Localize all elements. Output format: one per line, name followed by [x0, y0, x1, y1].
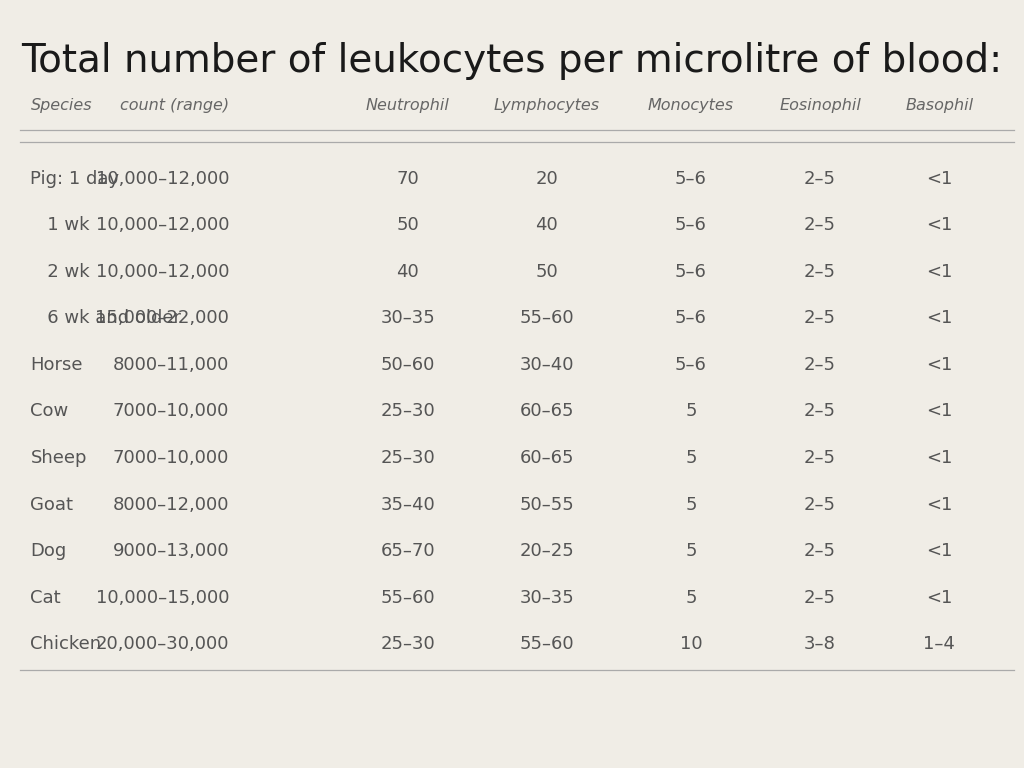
Text: <1: <1 [926, 217, 952, 234]
Text: 70: 70 [396, 170, 419, 188]
Text: <1: <1 [926, 495, 952, 514]
Text: 2–5: 2–5 [804, 263, 836, 281]
Text: 40: 40 [536, 217, 558, 234]
Text: Horse: Horse [31, 356, 83, 374]
Text: Eosinophil: Eosinophil [779, 98, 861, 113]
Text: 5–6: 5–6 [675, 263, 707, 281]
Text: 5: 5 [685, 495, 696, 514]
Text: <1: <1 [926, 356, 952, 374]
Text: Basophil: Basophil [905, 98, 974, 113]
Text: 20: 20 [536, 170, 558, 188]
Text: 7000–10,000: 7000–10,000 [113, 402, 229, 420]
Text: <1: <1 [926, 263, 952, 281]
Text: 30–35: 30–35 [519, 588, 574, 607]
Text: 2–5: 2–5 [804, 310, 836, 327]
Text: 5: 5 [685, 402, 696, 420]
Text: 2–5: 2–5 [804, 170, 836, 188]
Text: 5–6: 5–6 [675, 170, 707, 188]
Text: 20–25: 20–25 [519, 542, 574, 560]
Text: 10: 10 [680, 635, 702, 653]
Text: 3–8: 3–8 [804, 635, 836, 653]
Text: 2–5: 2–5 [804, 217, 836, 234]
Text: 5: 5 [685, 588, 696, 607]
Text: 5–6: 5–6 [675, 310, 707, 327]
Text: 60–65: 60–65 [519, 449, 574, 467]
Text: 6 wk and older: 6 wk and older [31, 310, 181, 327]
Text: 5–6: 5–6 [675, 217, 707, 234]
Text: 25–30: 25–30 [381, 449, 435, 467]
Text: 50–55: 50–55 [519, 495, 574, 514]
Text: 10,000–12,000: 10,000–12,000 [95, 217, 229, 234]
Text: Monocytes: Monocytes [648, 98, 734, 113]
Text: 55–60: 55–60 [519, 635, 574, 653]
Text: 2–5: 2–5 [804, 588, 836, 607]
Text: 5: 5 [685, 542, 696, 560]
Text: Dog: Dog [31, 542, 67, 560]
Text: 30–35: 30–35 [381, 310, 435, 327]
Text: 2–5: 2–5 [804, 356, 836, 374]
Text: Neutrophil: Neutrophil [366, 98, 450, 113]
Text: <1: <1 [926, 170, 952, 188]
Text: 50–60: 50–60 [381, 356, 435, 374]
Text: 10,000–12,000: 10,000–12,000 [95, 263, 229, 281]
Text: 5–6: 5–6 [675, 356, 707, 374]
Text: 15,000–22,000: 15,000–22,000 [95, 310, 229, 327]
Text: <1: <1 [926, 402, 952, 420]
Text: 5: 5 [685, 449, 696, 467]
Text: <1: <1 [926, 588, 952, 607]
Text: Total number of leukocytes per microlitre of blood:: Total number of leukocytes per microlitr… [22, 42, 1002, 80]
Text: 55–60: 55–60 [519, 310, 574, 327]
Text: 10,000–15,000: 10,000–15,000 [95, 588, 229, 607]
Text: 1–4: 1–4 [924, 635, 955, 653]
Text: 2–5: 2–5 [804, 542, 836, 560]
Text: Cat: Cat [31, 588, 61, 607]
Text: 10,000–12,000: 10,000–12,000 [95, 170, 229, 188]
Text: Sheep: Sheep [31, 449, 87, 467]
Text: 60–65: 60–65 [519, 402, 574, 420]
Text: 55–60: 55–60 [381, 588, 435, 607]
Text: 20,000–30,000: 20,000–30,000 [95, 635, 229, 653]
Text: Species: Species [31, 98, 92, 113]
Text: 50: 50 [396, 217, 419, 234]
Text: Pig: 1 day: Pig: 1 day [31, 170, 120, 188]
Text: <1: <1 [926, 310, 952, 327]
Text: Chicken: Chicken [31, 635, 101, 653]
Text: 50: 50 [536, 263, 558, 281]
Text: Lymphocytes: Lymphocytes [494, 98, 600, 113]
Text: count (range): count (range) [120, 98, 229, 113]
Text: 40: 40 [396, 263, 419, 281]
Text: 35–40: 35–40 [381, 495, 435, 514]
Text: 8000–12,000: 8000–12,000 [113, 495, 229, 514]
Text: <1: <1 [926, 449, 952, 467]
Text: 2 wk: 2 wk [31, 263, 90, 281]
Text: Goat: Goat [31, 495, 74, 514]
Text: 25–30: 25–30 [381, 402, 435, 420]
Text: 25–30: 25–30 [381, 635, 435, 653]
Text: 8000–11,000: 8000–11,000 [113, 356, 229, 374]
Text: <1: <1 [926, 542, 952, 560]
Text: Cow: Cow [31, 402, 69, 420]
Text: 2–5: 2–5 [804, 402, 836, 420]
Text: 2–5: 2–5 [804, 449, 836, 467]
Text: 30–40: 30–40 [519, 356, 574, 374]
Text: 9000–13,000: 9000–13,000 [113, 542, 229, 560]
Text: 2–5: 2–5 [804, 495, 836, 514]
Text: 65–70: 65–70 [381, 542, 435, 560]
Text: 7000–10,000: 7000–10,000 [113, 449, 229, 467]
Text: 1 wk: 1 wk [31, 217, 90, 234]
